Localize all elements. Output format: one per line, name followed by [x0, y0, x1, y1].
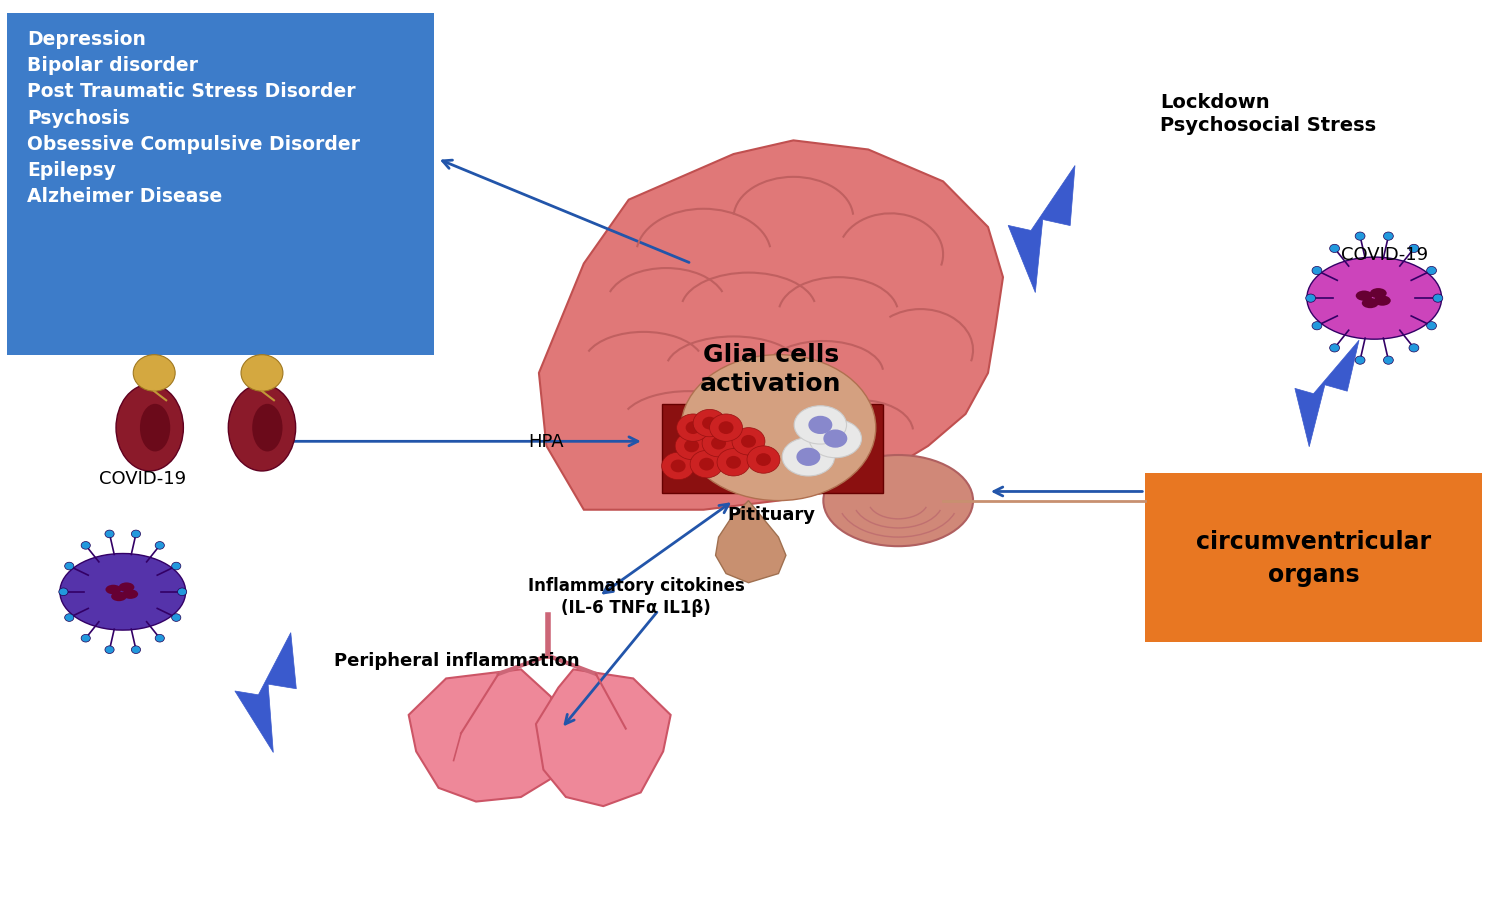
Ellipse shape — [823, 430, 847, 448]
Text: circumventricular
organs: circumventricular organs — [1196, 529, 1431, 587]
Ellipse shape — [1355, 357, 1365, 365]
Ellipse shape — [105, 530, 114, 538]
Ellipse shape — [251, 404, 283, 452]
PathPatch shape — [539, 141, 1003, 510]
Ellipse shape — [172, 563, 181, 570]
Ellipse shape — [719, 422, 734, 435]
Ellipse shape — [796, 448, 820, 466]
Ellipse shape — [823, 456, 973, 547]
Ellipse shape — [711, 437, 726, 450]
Ellipse shape — [1374, 296, 1391, 306]
Polygon shape — [1007, 167, 1075, 293]
Polygon shape — [235, 633, 296, 752]
Ellipse shape — [699, 458, 714, 471]
Ellipse shape — [105, 585, 121, 595]
Ellipse shape — [686, 422, 701, 435]
Ellipse shape — [60, 554, 186, 630]
Text: Glial cells
activation: Glial cells activation — [701, 343, 841, 395]
Text: COVID-19: COVID-19 — [99, 469, 186, 487]
Ellipse shape — [64, 614, 73, 621]
Ellipse shape — [1305, 294, 1316, 302]
Ellipse shape — [58, 589, 67, 596]
Ellipse shape — [671, 460, 686, 473]
Ellipse shape — [81, 542, 90, 549]
Ellipse shape — [717, 449, 750, 476]
PathPatch shape — [409, 670, 558, 802]
Ellipse shape — [726, 456, 741, 469]
FancyBboxPatch shape — [1145, 474, 1482, 642]
Ellipse shape — [756, 454, 771, 466]
Ellipse shape — [693, 410, 726, 437]
Ellipse shape — [1427, 267, 1437, 275]
Ellipse shape — [1311, 322, 1322, 331]
Ellipse shape — [64, 563, 73, 570]
Ellipse shape — [702, 430, 735, 457]
Ellipse shape — [105, 646, 114, 654]
Ellipse shape — [1370, 289, 1386, 299]
Ellipse shape — [675, 433, 708, 460]
Ellipse shape — [1355, 232, 1365, 241]
Ellipse shape — [172, 614, 181, 621]
Ellipse shape — [732, 428, 765, 456]
Ellipse shape — [118, 583, 135, 592]
Text: COVID-19: COVID-19 — [1341, 246, 1428, 264]
Ellipse shape — [710, 415, 743, 442]
FancyBboxPatch shape — [662, 404, 883, 494]
Ellipse shape — [228, 385, 296, 472]
Ellipse shape — [690, 451, 723, 478]
PathPatch shape — [536, 670, 671, 806]
Text: Depression
Bipolar disorder
Post Traumatic Stress Disorder
Psychosis
Obsessive C: Depression Bipolar disorder Post Traumat… — [27, 30, 359, 206]
PathPatch shape — [716, 501, 786, 583]
Ellipse shape — [684, 440, 699, 453]
Ellipse shape — [156, 542, 165, 549]
Ellipse shape — [1362, 299, 1379, 309]
Ellipse shape — [123, 589, 138, 599]
Ellipse shape — [111, 592, 127, 601]
Ellipse shape — [81, 635, 90, 642]
Ellipse shape — [1329, 245, 1340, 253]
Ellipse shape — [808, 420, 862, 458]
Text: Inflammatory citokines
(IL-6 TNFα IL1β): Inflammatory citokines (IL-6 TNFα IL1β) — [528, 577, 744, 617]
Ellipse shape — [1383, 357, 1394, 365]
Ellipse shape — [139, 404, 171, 452]
Ellipse shape — [741, 435, 756, 448]
Ellipse shape — [1427, 322, 1437, 331]
Ellipse shape — [1433, 294, 1443, 302]
Ellipse shape — [178, 589, 187, 596]
Ellipse shape — [132, 646, 141, 654]
Ellipse shape — [133, 355, 175, 392]
Ellipse shape — [783, 438, 835, 476]
Text: HPA: HPA — [528, 433, 564, 451]
Ellipse shape — [1311, 267, 1322, 275]
Ellipse shape — [1356, 292, 1373, 302]
Ellipse shape — [677, 415, 710, 442]
Text: Lockdown
Psychosocial Stress: Lockdown Psychosocial Stress — [1160, 93, 1376, 135]
Ellipse shape — [132, 530, 141, 538]
Ellipse shape — [117, 385, 184, 472]
Ellipse shape — [702, 417, 717, 430]
Text: Pitituary: Pitituary — [728, 506, 814, 524]
Ellipse shape — [795, 406, 847, 445]
Ellipse shape — [808, 416, 832, 435]
FancyBboxPatch shape — [7, 14, 434, 355]
Ellipse shape — [1409, 245, 1419, 253]
Ellipse shape — [747, 446, 780, 474]
Ellipse shape — [1329, 344, 1340, 353]
Ellipse shape — [662, 453, 695, 480]
Polygon shape — [1295, 341, 1359, 447]
Text: Peripheral inflammation: Peripheral inflammation — [334, 651, 579, 670]
Ellipse shape — [1383, 232, 1394, 241]
Ellipse shape — [156, 635, 165, 642]
Ellipse shape — [241, 355, 283, 392]
Ellipse shape — [681, 355, 876, 501]
Ellipse shape — [1409, 344, 1419, 353]
Ellipse shape — [1307, 258, 1442, 340]
